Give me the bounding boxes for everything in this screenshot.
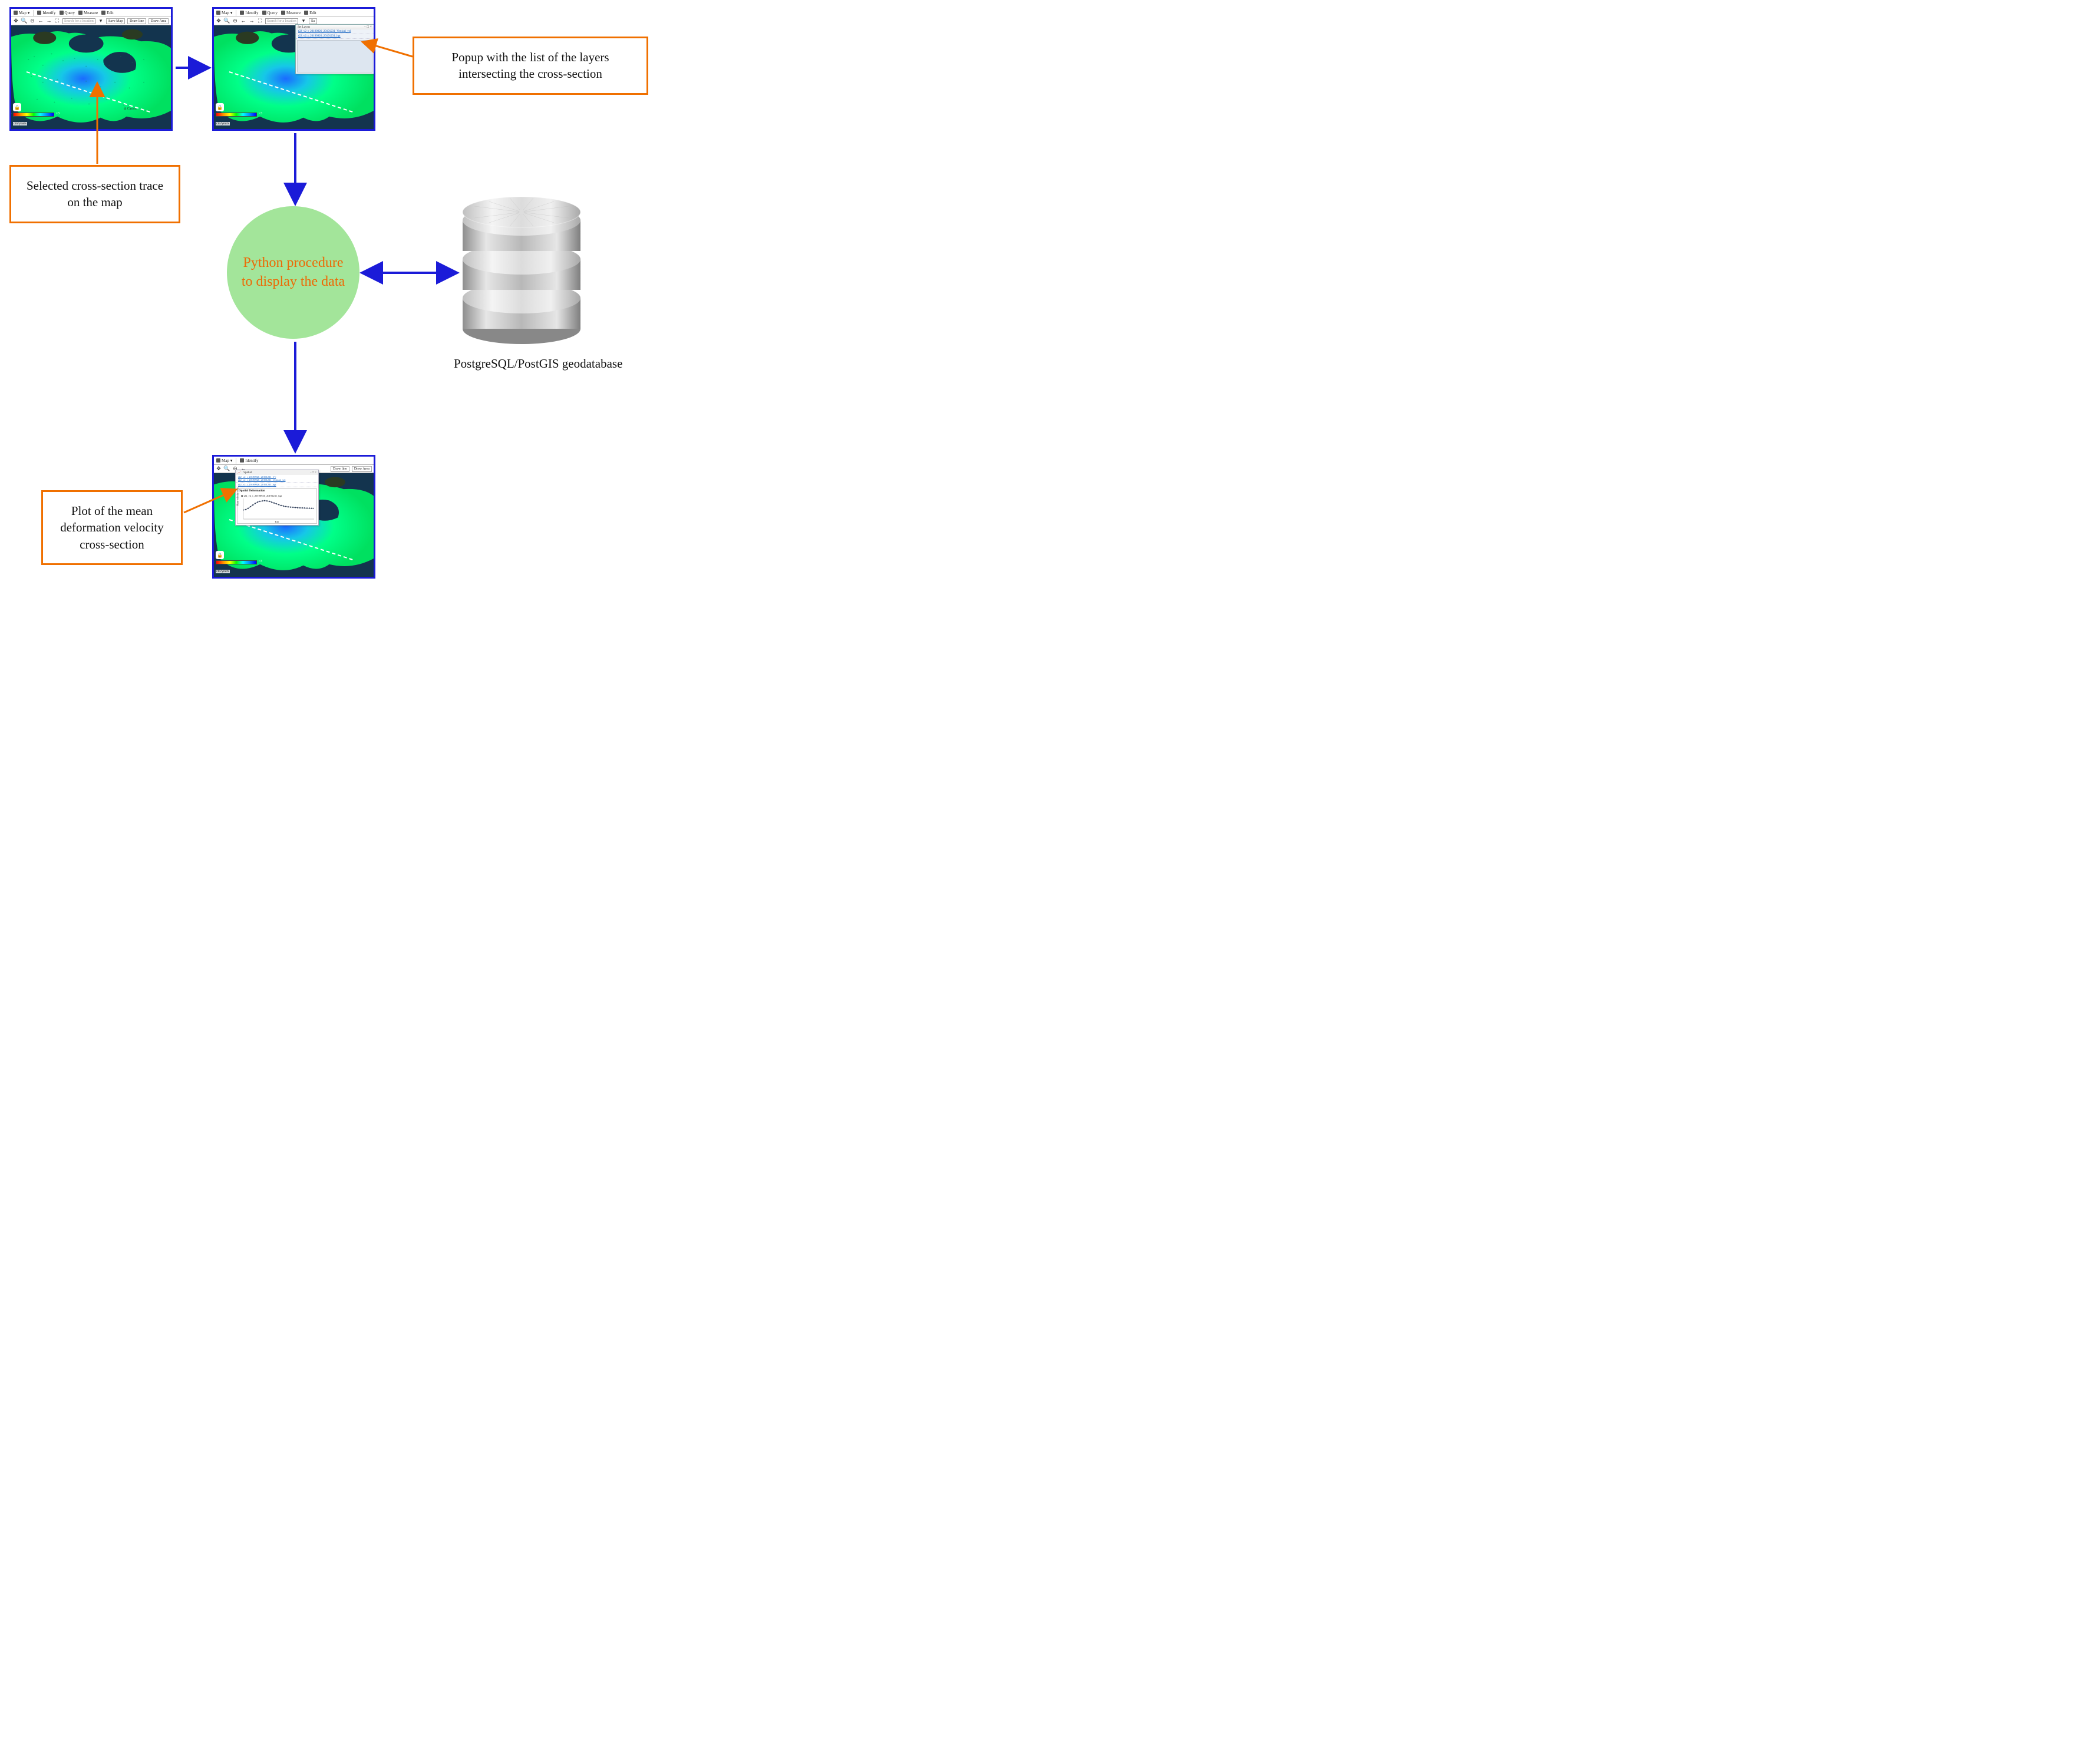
- plot-series-legend: ◆ t22_v2_t_20190926_20191231_hgt: [241, 494, 282, 498]
- tb-edit[interactable]: Edit: [101, 11, 114, 15]
- draw-line-button[interactable]: Draw line: [127, 18, 146, 24]
- plot-link-1[interactable]: t22_v2_t_20190926_20191231_V / t22_v2_t_…: [236, 475, 318, 483]
- tb-edit-label: Edit: [107, 11, 114, 15]
- arrow-callout-trace: [88, 81, 112, 165]
- plot-svg: [243, 498, 314, 520]
- callout-popup-text: Popup with the list of the layers inters…: [451, 50, 609, 81]
- popup-titlebar: Set Layers − □ ×: [296, 25, 374, 29]
- zoom-out-icon[interactable]: ⊖: [29, 18, 35, 24]
- legend-max: >3: [56, 112, 60, 115]
- plot-tabs: 📈 Spatial − □ ×: [236, 470, 318, 475]
- map-legend: 🔒 <-3 >3 cm/years: [13, 103, 54, 127]
- map-toolbar-primary: Map ▾ Identify Query Measure Edit: [11, 9, 171, 17]
- database-label: PostgreSQL/PostGIS geodatabase: [454, 356, 589, 371]
- tb-query-label: Query: [65, 11, 75, 15]
- plot-link-2[interactable]: t22_v2_t_20190926_20191231_hgt: [236, 483, 318, 487]
- tb-measure-label: Measure: [84, 11, 98, 15]
- database: PostgreSQL/PostGIS geodatabase: [454, 189, 589, 371]
- zoom-in-icon[interactable]: 🔍: [224, 18, 230, 24]
- callout-trace-text: Selected cross-section trace on the map: [27, 179, 163, 209]
- legend-colorbar: <-3 >3: [13, 113, 54, 117]
- forward-icon[interactable]: →: [249, 18, 255, 24]
- popup-title-text: Set Layers: [298, 26, 310, 29]
- search-input[interactable]: Search for a location: [62, 18, 95, 24]
- tb-identify[interactable]: Identify: [37, 11, 55, 15]
- arrow-callout-popup: [359, 38, 416, 61]
- pan-icon[interactable]: ✥: [13, 18, 19, 24]
- lock-icon: 🔒: [216, 551, 224, 559]
- search-input[interactable]: Search for a location: [265, 18, 298, 24]
- tb-identify[interactable]: Identify: [240, 11, 258, 15]
- callout-popup: Popup with the list of the layers inters…: [413, 37, 648, 95]
- plot-area: Spatial Deformation ◆ t22_v2_t_20190926_…: [237, 488, 317, 524]
- save-map-button[interactable]: Sa: [309, 18, 317, 24]
- draw-area-button[interactable]: Draw Area: [149, 18, 169, 24]
- plot-tab-spatial[interactable]: Spatial: [243, 471, 252, 474]
- tb-query[interactable]: Query: [60, 11, 75, 15]
- plot-tab-spatial-icon[interactable]: 📈: [237, 471, 241, 474]
- layer-link-1[interactable]: t22_v2_t_20190926_20191231_Vertical_vel: [296, 29, 374, 34]
- legend-min: <-3: [9, 112, 11, 115]
- search-dropdown-icon[interactable]: ▾: [98, 18, 104, 24]
- tb-measure[interactable]: Measure: [78, 11, 98, 15]
- map-toolbar-primary: Map ▾ Identify: [214, 457, 374, 465]
- pan-icon[interactable]: ✥: [216, 466, 222, 472]
- tb-map[interactable]: Map ▾: [216, 458, 232, 463]
- arrow-map2-to-circle: [286, 132, 304, 206]
- arrow-map1-to-map2: [174, 59, 211, 77]
- draw-area-button[interactable]: Draw Area: [352, 466, 372, 472]
- legend-units: cm/years: [13, 122, 27, 125]
- tb-map-label: Map: [19, 11, 27, 15]
- fullextent-icon[interactable]: ⛶: [54, 18, 60, 24]
- map-toolbar-primary: Map ▾ Identify Query Measure Edit: [214, 9, 374, 17]
- tb-map[interactable]: Map ▾: [216, 11, 232, 15]
- callout-plot: Plot of the mean deformation velocity cr…: [41, 490, 183, 565]
- map-canvas[interactable]: 🔒 <-3>3 cm/years Set Layers − □ × t22_v2…: [214, 25, 374, 129]
- map-toolbar-secondary: ✥ 🔍 ⊖ ← → ⛶ Search for a location ▾ Save…: [11, 17, 171, 25]
- tb-query[interactable]: Query: [262, 11, 278, 15]
- draw-line-button[interactable]: Draw line: [331, 466, 349, 472]
- tb-map[interactable]: Map ▾: [14, 11, 29, 15]
- zoom-in-icon[interactable]: 🔍: [21, 18, 27, 24]
- tb-identify[interactable]: Identify: [240, 458, 258, 463]
- procedure-text: Python procedure to display the data: [239, 254, 348, 290]
- map-legend: 🔒 <-3>3 cm/years: [216, 103, 257, 127]
- map-legend: 🔒 <-3>3 cm/years: [216, 551, 257, 575]
- zoom-in-icon[interactable]: 🔍: [224, 466, 230, 472]
- plot-popup[interactable]: 📈 Spatial − □ × t22_v2_t_20190926_201912…: [235, 470, 319, 526]
- arrow-circle-to-map3: [286, 341, 304, 454]
- procedure-circle: Python procedure to display the data: [227, 206, 359, 339]
- tb-identify-label: Identify: [42, 11, 55, 15]
- save-map-button[interactable]: Save Map: [106, 18, 125, 24]
- arrow-circle-db-bidir: [361, 264, 460, 282]
- callout-plot-text: Plot of the mean deformation velocity cr…: [60, 504, 164, 551]
- zoom-out-icon[interactable]: ⊖: [232, 18, 238, 24]
- close-icon[interactable]: − □ ×: [364, 25, 372, 29]
- popup-window-controls[interactable]: − □ ×: [310, 471, 316, 474]
- forward-icon[interactable]: →: [46, 18, 52, 24]
- tb-measure[interactable]: Measure: [281, 11, 301, 15]
- map-panel-2: Map ▾ Identify Query Measure Edit ✥ 🔍 ⊖ …: [212, 7, 375, 131]
- plot-xlabel: Km: [275, 520, 279, 523]
- back-icon[interactable]: ←: [38, 18, 44, 24]
- arrow-callout-plot: [182, 485, 238, 515]
- database-icon: [454, 189, 589, 348]
- lock-icon: 🔒: [216, 103, 224, 111]
- back-icon[interactable]: ←: [240, 18, 246, 24]
- lock-icon: 🔒: [13, 103, 21, 111]
- fullextent-icon[interactable]: ⛶: [257, 18, 263, 24]
- pan-icon[interactable]: ✥: [216, 18, 222, 24]
- callout-trace: Selected cross-section trace on the map: [9, 165, 180, 223]
- plot-title: Spatial Deformation: [239, 490, 265, 493]
- tb-edit[interactable]: Edit: [304, 11, 316, 15]
- map-panel-3: Map ▾ Identify ✥ 🔍 ⊖ ← Draw line Draw Ar…: [212, 455, 375, 579]
- search-dropdown-icon[interactable]: ▾: [301, 18, 306, 24]
